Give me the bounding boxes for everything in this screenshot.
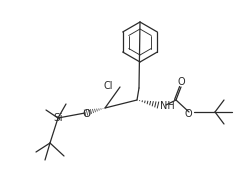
Text: NH: NH bbox=[160, 101, 175, 111]
Text: Cl: Cl bbox=[104, 81, 113, 91]
Text: O: O bbox=[177, 77, 185, 87]
Text: Si: Si bbox=[53, 113, 63, 123]
Text: O: O bbox=[82, 109, 90, 119]
Text: O: O bbox=[184, 109, 192, 119]
